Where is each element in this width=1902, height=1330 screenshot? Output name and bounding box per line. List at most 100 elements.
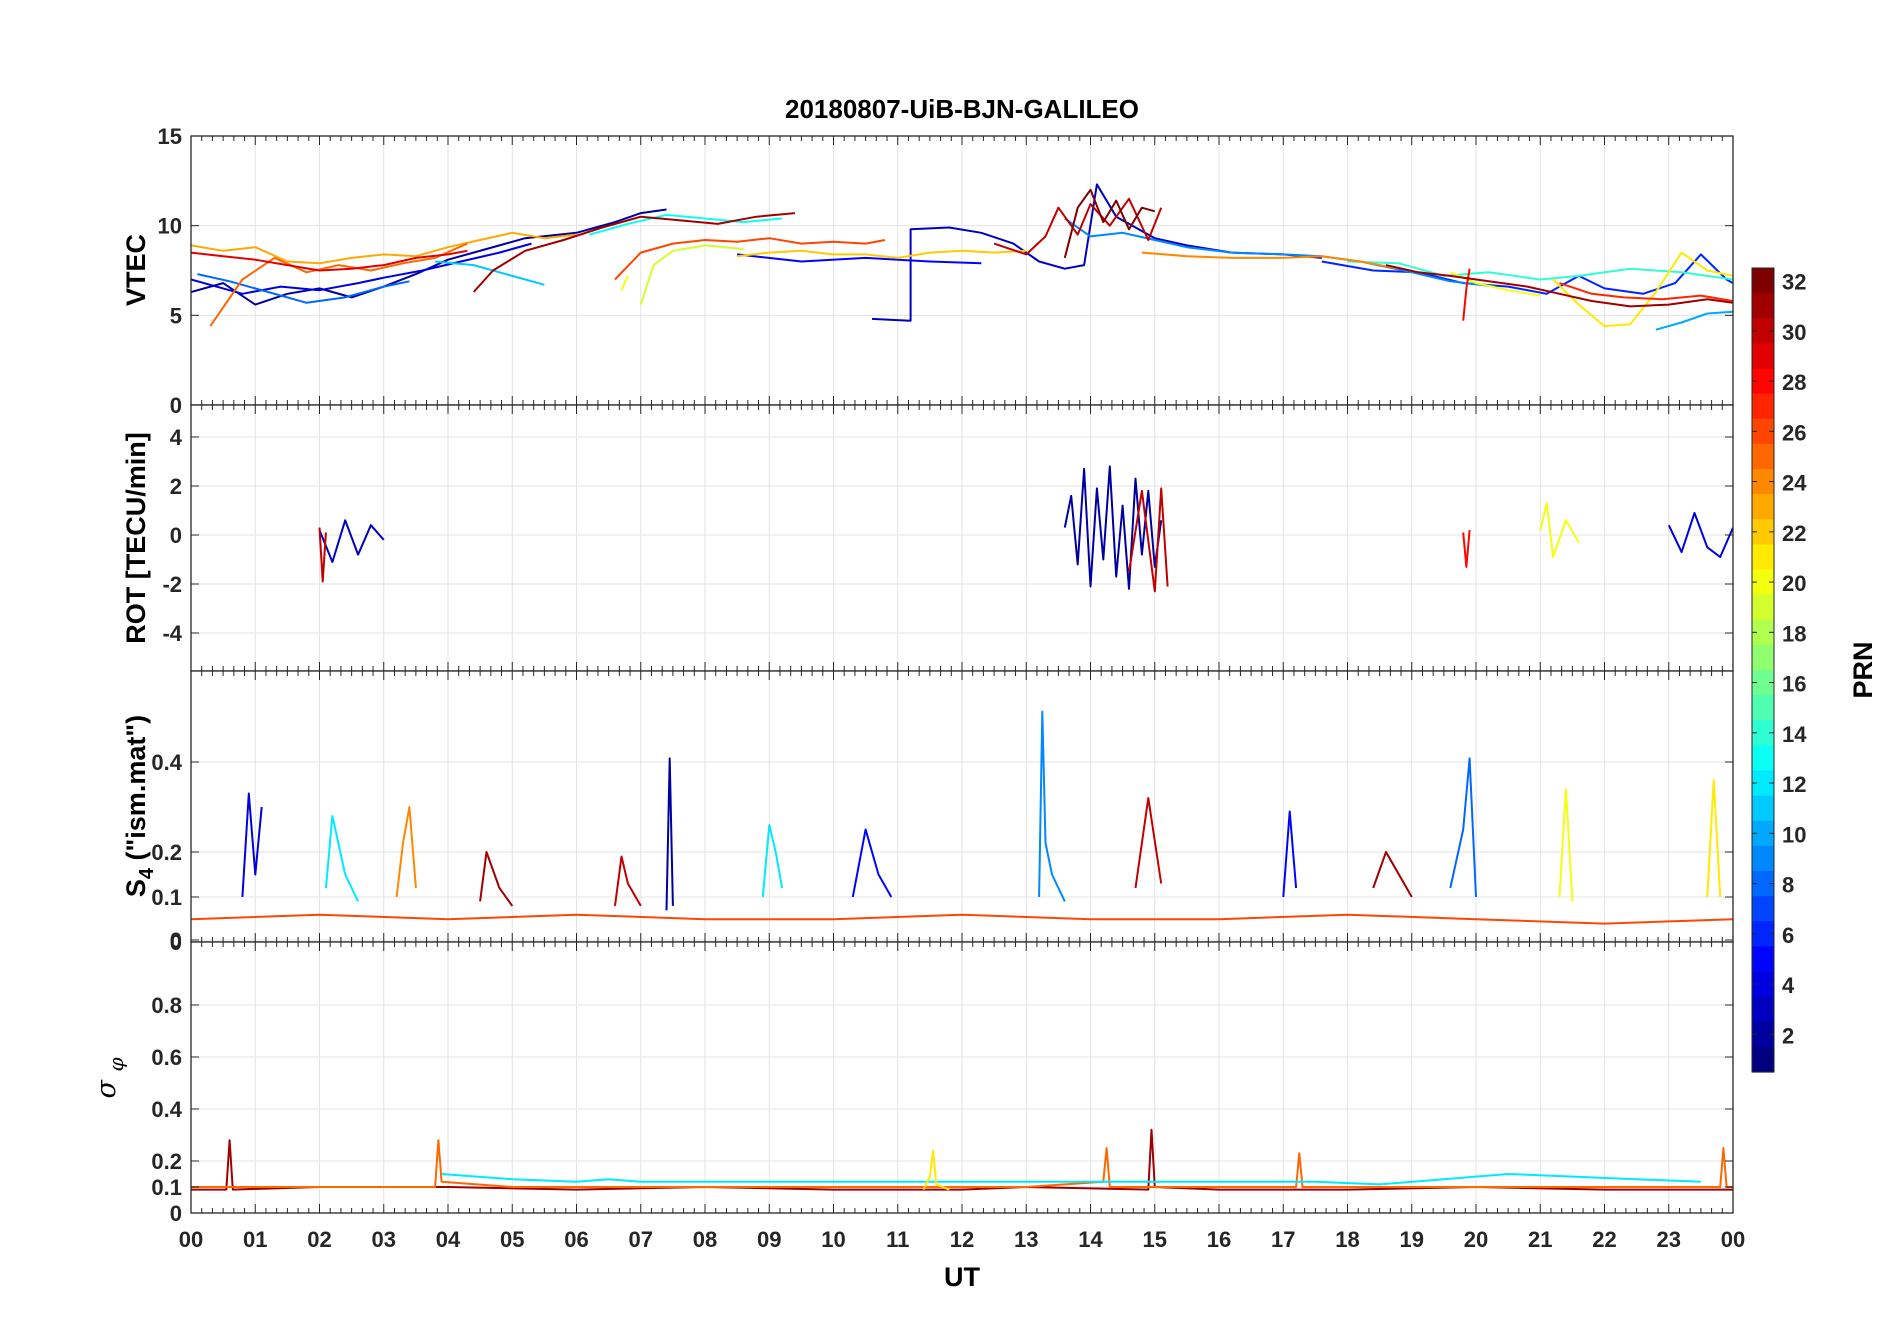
colorbar-segment (1752, 368, 1774, 395)
x-tick-label: 08 (693, 1227, 717, 1252)
x-tick-label: 22 (1592, 1227, 1616, 1252)
series-prn-12 (761, 824, 784, 898)
y-axis-title-rot: ROT [TECU/min] (121, 432, 151, 643)
series-prn-25 (191, 1139, 1733, 1188)
colorbar-segment (1752, 644, 1774, 671)
series-prn-2 (665, 757, 674, 911)
series-prn-26 (191, 913, 1733, 925)
series-group (318, 465, 1733, 593)
series-prn-2 (191, 208, 667, 306)
colorbar-segment (1752, 519, 1774, 545)
series-prn-8 (1449, 757, 1477, 898)
x-tick-label: 06 (564, 1227, 588, 1252)
colorbar-tick-label: 32 (1782, 270, 1806, 295)
y-tick-label: 0.8 (151, 993, 182, 1018)
colorbar-segment (1752, 670, 1774, 696)
series-prn-21 (1552, 251, 1733, 328)
plot-frame (190, 941, 1734, 1214)
colorbar-segment (1752, 896, 1774, 922)
x-tick-label: 00 (179, 1227, 203, 1252)
x-tick-label: 04 (436, 1227, 461, 1252)
y-tick-label: 0.2 (151, 1149, 182, 1174)
series-prn-28 (1462, 268, 1471, 321)
x-tick-label: 05 (500, 1227, 524, 1252)
colorbar-tick-label: 26 (1782, 420, 1806, 445)
colorbar-tick-label: 24 (1782, 471, 1807, 496)
y-tick-label: 0.4 (151, 1097, 182, 1122)
y-tick-label: 0.1 (151, 1175, 182, 1200)
x-tick-label: 10 (821, 1227, 845, 1252)
colorbar-tick-label: 16 (1782, 672, 1806, 697)
series-prn-24 (395, 806, 417, 898)
series-prn-30 (614, 855, 642, 907)
series-prn-4 (1667, 512, 1733, 558)
y-axis-title-sigma: σ φ (91, 1057, 128, 1098)
colorbar-segment (1752, 720, 1774, 746)
colorbar-tick-label: 2 (1782, 1023, 1794, 1048)
colorbar-segment (1752, 820, 1774, 847)
series-prn-20 (1558, 788, 1574, 902)
series-prn-19 (639, 244, 744, 305)
y-tick-label: 0 (170, 393, 182, 418)
colorbar-segment (1752, 443, 1774, 470)
colorbar-tick-label: 6 (1782, 923, 1794, 948)
series-prn-24 (1141, 251, 1400, 270)
y-tick-label: 0.2 (151, 840, 182, 865)
series-prn-12 (324, 815, 360, 902)
panel-1: 0 5 10 15 (158, 124, 1734, 418)
series-prn-5 (1282, 810, 1298, 898)
series-prn-32 (1063, 188, 1156, 259)
x-tick-label: 03 (372, 1227, 396, 1252)
x-tick-label: 16 (1207, 1227, 1231, 1252)
series-prn-20 (1539, 502, 1580, 558)
series-prn-31 (1385, 264, 1733, 308)
x-tick-label: 11 (886, 1227, 909, 1252)
y-axis-title-vtec: VTEC (121, 234, 151, 306)
x-tick-label: 23 (1657, 1227, 1681, 1252)
colorbar-segment (1752, 469, 1774, 495)
y-tick-label: -2 (162, 572, 182, 597)
series-prn-31 (191, 1128, 1733, 1191)
series-prn-25 (209, 242, 468, 327)
colorbar-segment (1752, 1021, 1774, 1048)
colorbar-segment (1752, 494, 1774, 520)
x-tick-label: 18 (1335, 1227, 1359, 1252)
x-tick-label: 07 (629, 1227, 653, 1252)
series-prn-22 (736, 249, 1027, 259)
panel-2: -4 -2 0 2 4 (162, 404, 1734, 672)
series-prn-20 (620, 275, 629, 291)
colorbar-tick-label: 12 (1782, 772, 1806, 797)
x-tick-label: 00 (1721, 1227, 1745, 1252)
colorbar-segment (1752, 845, 1774, 872)
y-tick-label: 0 (170, 523, 182, 548)
series-prn-29 (191, 249, 468, 272)
colorbar-segment (1752, 619, 1774, 646)
colorbar-tick-label: 10 (1782, 822, 1806, 847)
x-tick-label: 09 (757, 1227, 781, 1252)
series-prn-26 (614, 237, 886, 281)
x-tick-label: 21 (1528, 1227, 1552, 1252)
series-prn-12 (441, 1173, 1701, 1186)
chart-title: 20180807-UiB-BJN-GALILEO (785, 94, 1139, 124)
x-tick-label: 02 (307, 1227, 331, 1252)
series-prn-31 (1372, 851, 1413, 898)
colorbar-segment (1752, 745, 1774, 772)
series-prn-9 (1064, 217, 1496, 288)
series-prn-5 (736, 253, 982, 265)
x-tick-label: 19 (1400, 1227, 1424, 1252)
y-tick-label: 0.6 (151, 1045, 182, 1070)
panel-4: 00.10.2 0.4 0.6 0.8 (151, 941, 1734, 1226)
x-tick-label: 14 (1078, 1227, 1103, 1252)
colorbar-segment (1752, 996, 1774, 1023)
series-prn-21 (1706, 779, 1722, 898)
panel-3: 000.10.20.4 (151, 670, 1734, 955)
colorbar-segment (1752, 569, 1774, 596)
colorbar-tick-label: 30 (1782, 320, 1806, 345)
y-tick-label: 0 (170, 928, 182, 953)
colorbar-label: PRN (1848, 641, 1878, 698)
y-tick-label: 4 (170, 425, 183, 450)
y-tick-label: -4 (162, 621, 182, 646)
x-tick-label: 20 (1464, 1227, 1488, 1252)
